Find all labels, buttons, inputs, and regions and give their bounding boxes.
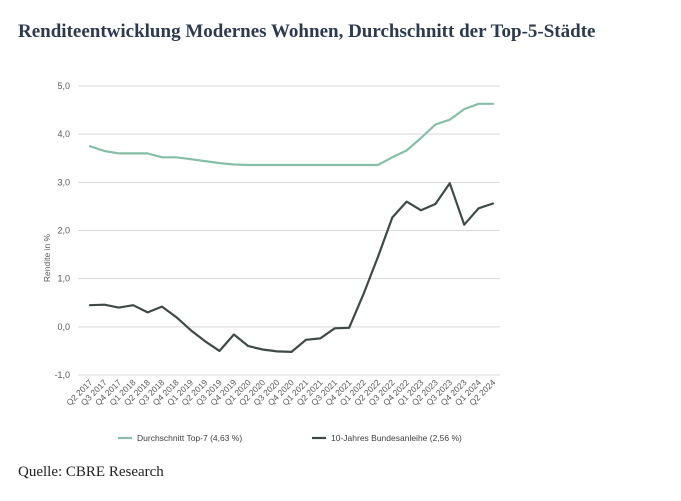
y-tick-label: 2,0 <box>57 226 70 236</box>
y-tick-label: -1,0 <box>54 370 70 380</box>
y-tick-label: 3,0 <box>57 177 70 187</box>
y-tick-label: 5,0 <box>57 81 70 91</box>
y-axis-title: Rendite in % <box>42 233 52 282</box>
series-line-1 <box>88 102 495 167</box>
series-lines <box>88 102 495 353</box>
chart-title: Renditeentwicklung Modernes Wohnen, Durc… <box>18 21 596 42</box>
y-tick-label: 4,0 <box>57 129 70 139</box>
series-line-2 <box>88 182 495 353</box>
legend-label: 10-Jahres Bundesanleihe (2,56 %) <box>331 433 462 443</box>
y-tick-label: 0,0 <box>57 322 70 332</box>
source-note: Quelle: CBRE Research <box>18 464 164 480</box>
gridlines <box>78 85 500 376</box>
legend-label: Durchschnitt Top-7 (4,63 %) <box>137 433 242 443</box>
y-axis-ticks: -1,0 0,0 1,0 2,0 3,0 4,0 5,0 <box>54 81 70 380</box>
legend: Durchschnitt Top-7 (4,63 %) 10-Jahres Bun… <box>118 433 462 443</box>
y-tick-label: 1,0 <box>57 274 70 284</box>
